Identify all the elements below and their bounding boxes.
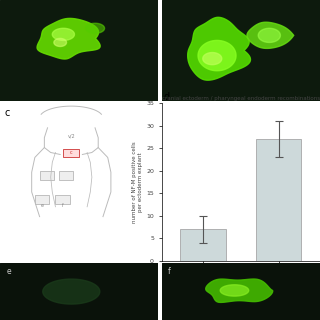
Polygon shape [203, 52, 222, 65]
Text: c: c [5, 108, 10, 118]
Polygon shape [52, 28, 75, 40]
Polygon shape [247, 22, 294, 48]
Text: e: e [6, 267, 11, 276]
Y-axis label: number of NF-M positive cells
per ectoderm explant: number of NF-M positive cells per ectode… [132, 141, 143, 223]
Text: v/2: v/2 [68, 134, 75, 139]
Bar [55, 195, 70, 204]
Text: f: f [62, 203, 63, 208]
Text: f: f [168, 267, 171, 276]
Bar [35, 195, 49, 204]
Polygon shape [220, 285, 249, 296]
Polygon shape [54, 38, 67, 46]
Text: e: e [41, 203, 44, 208]
Polygon shape [43, 279, 100, 304]
Text: cranial ectoderm / pharyngeal endoderm recombinations: cranial ectoderm / pharyngeal endoderm r… [162, 96, 320, 101]
Bar [40, 171, 54, 180]
Polygon shape [37, 19, 100, 59]
Polygon shape [258, 28, 280, 43]
Polygon shape [85, 23, 105, 33]
Polygon shape [188, 17, 251, 80]
Text: d: d [164, 92, 170, 102]
Text: c: c [70, 150, 73, 156]
Bar [256, 139, 301, 261]
Polygon shape [198, 40, 236, 71]
Bar [180, 229, 226, 261]
Polygon shape [206, 279, 273, 302]
Bar [59, 171, 73, 180]
Bar [63, 148, 79, 157]
